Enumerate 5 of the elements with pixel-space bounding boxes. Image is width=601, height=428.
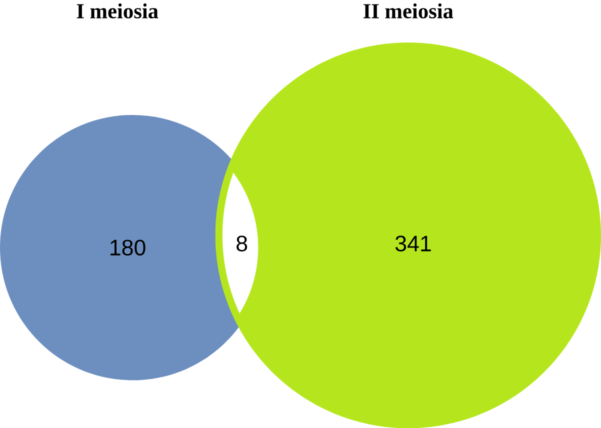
data-label: 8 [236, 236, 248, 252]
category-label: I meiosia [76, 3, 158, 18]
data-label: 341 [395, 236, 431, 252]
data-label: 180 [110, 240, 146, 256]
category-label: II meiosia [364, 3, 454, 18]
